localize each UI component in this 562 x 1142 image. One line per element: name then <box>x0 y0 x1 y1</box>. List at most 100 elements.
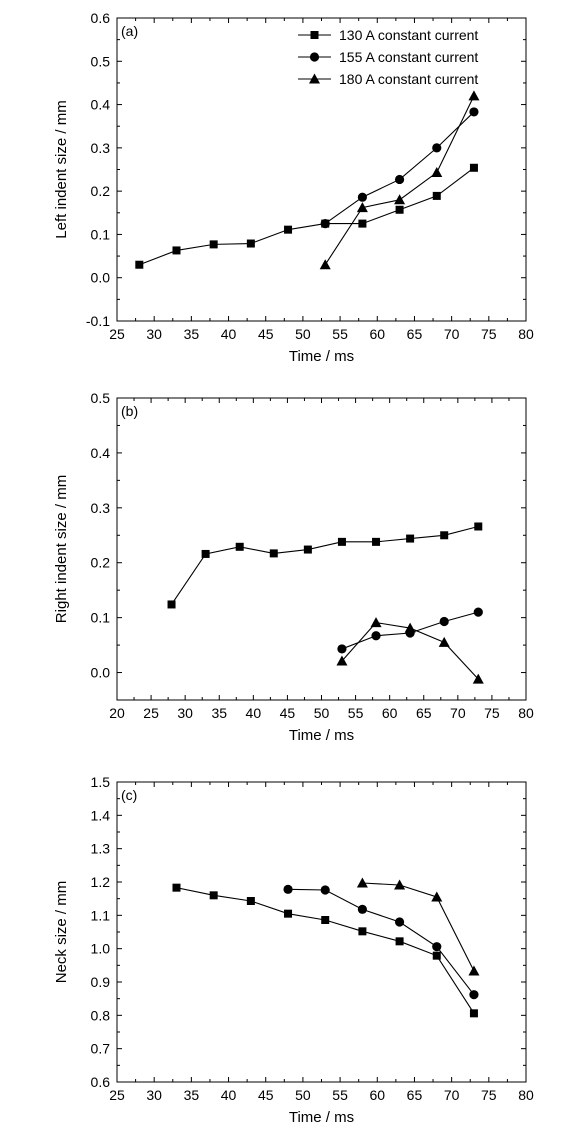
y-tick-label: 0.0 <box>91 665 111 681</box>
chart-panel-3: 25 30 35 40 45 50 55 60 65 70 75 80 0.6 0.7 0.8 0.9 1.0 1… <box>53 774 534 1126</box>
data-point-square <box>469 1009 478 1018</box>
chart-panel-2: 20 25 30 35 40 45 50 55 60 65 70 75 80 0.0 0.1 0.2 0.3 0.… <box>53 390 534 744</box>
x-tick-label: 55 <box>332 326 348 342</box>
x-tick-label: 50 <box>314 705 330 721</box>
y-tick-label: 1.1 <box>91 907 111 923</box>
data-point-circle <box>283 884 293 894</box>
x-tick-label: 55 <box>332 1087 348 1103</box>
data-point-square <box>303 545 312 554</box>
series-line-square <box>176 887 475 1014</box>
x-tick-label: 50 <box>295 326 311 342</box>
x-tick-label: 30 <box>146 326 162 342</box>
data-point-square <box>358 219 367 228</box>
y-tick-label: 0.0 <box>91 270 111 286</box>
data-point-triangle <box>431 167 443 178</box>
legend-label: 130 A constant current <box>339 27 478 43</box>
data-point-circle <box>357 192 367 202</box>
y-tick-label: 1.4 <box>91 807 111 823</box>
y-tick-label: 0.9 <box>91 974 111 990</box>
series-circle <box>283 884 479 1000</box>
data-point-triangle <box>394 194 406 205</box>
data-point-square <box>235 542 244 551</box>
data-point-square <box>337 537 346 546</box>
data-point-triangle <box>319 259 331 270</box>
data-point-triangle <box>472 673 484 684</box>
y-tick-label: 0.6 <box>91 1074 111 1090</box>
data-point-square <box>172 246 181 255</box>
data-point-circle <box>473 607 483 617</box>
data-point-circle <box>394 917 405 927</box>
x-tick-label: 75 <box>481 326 497 342</box>
x-axis-title: Time / ms <box>289 348 354 365</box>
panel-label: (c) <box>121 787 137 803</box>
series-square <box>167 522 483 609</box>
data-point-square <box>395 205 404 214</box>
series-line-circle <box>288 888 475 996</box>
x-tick-label: 25 <box>109 1087 125 1103</box>
y-axis-title: Right indent size / mm <box>53 475 70 623</box>
x-tick-label: 30 <box>177 705 193 721</box>
x-tick-label: 35 <box>211 705 227 721</box>
plot-frame <box>116 397 527 701</box>
x-tick-label: 35 <box>184 1087 200 1103</box>
series-triangle <box>356 877 480 976</box>
data-point-circle <box>439 616 449 627</box>
data-point-triangle <box>336 655 348 666</box>
y-tick-label: 1.5 <box>91 774 111 790</box>
y-tick-label: 0.4 <box>91 445 111 461</box>
data-point-circle <box>371 631 381 641</box>
x-tick-label: 40 <box>246 705 262 721</box>
data-point-square <box>432 191 441 200</box>
x-tick-label: 70 <box>444 1087 460 1103</box>
data-point-circle <box>432 143 442 153</box>
legend-marker-circle <box>309 52 320 62</box>
data-point-circle <box>469 107 479 117</box>
legend-marker-triangle <box>309 73 320 84</box>
data-point-square <box>395 937 404 946</box>
data-point-triangle <box>431 891 443 902</box>
series-circle <box>320 107 479 229</box>
data-point-square <box>372 537 381 546</box>
x-tick-label: 25 <box>109 326 125 342</box>
legend: 130 A constant current 155 A constant cur… <box>298 27 478 87</box>
legend-marker-square <box>310 31 319 39</box>
data-point-square <box>209 240 218 249</box>
x-tick-label: 60 <box>382 705 398 721</box>
y-tick-label: 0.5 <box>91 53 111 69</box>
data-point-square <box>201 549 210 558</box>
data-point-square <box>284 225 293 234</box>
legend-label: 155 A constant current <box>339 49 478 65</box>
data-point-square <box>406 534 415 543</box>
chart-panel-1: 25 30 35 40 45 50 55 60 65 70 75 80 -0.1 0.0 0.1 0.2 0.3… <box>53 10 534 365</box>
panel-label: (a) <box>121 23 138 39</box>
data-point-square <box>209 891 218 900</box>
x-tick-label: 65 <box>407 326 423 342</box>
legend-label: 180 A constant current <box>339 71 478 87</box>
series-line-square <box>139 167 475 266</box>
data-point-square <box>440 531 449 540</box>
x-axis-title: Time / ms <box>289 727 354 744</box>
y-tick-label: 1.3 <box>91 841 111 857</box>
series-triangle <box>336 617 484 684</box>
data-point-circle <box>337 644 347 654</box>
x-tick-label: 70 <box>444 326 460 342</box>
x-tick-label: 75 <box>481 1087 497 1103</box>
x-tick-label: 60 <box>369 326 385 342</box>
y-axis-title: Neck size / mm <box>53 881 70 984</box>
data-point-circle <box>357 904 367 914</box>
x-tick-label: 20 <box>109 705 125 721</box>
data-point-square <box>321 916 330 924</box>
series-square <box>172 883 478 1018</box>
x-tick-label: 60 <box>369 1087 385 1103</box>
data-point-square <box>172 883 181 892</box>
y-tick-label: 1.2 <box>91 874 111 890</box>
x-tick-label: 25 <box>143 705 159 721</box>
data-point-triangle <box>468 965 480 976</box>
y-tick-label: 1.0 <box>91 941 111 957</box>
data-point-circle <box>469 990 479 1000</box>
data-point-square <box>167 600 176 609</box>
data-point-square <box>269 549 278 558</box>
data-point-square <box>358 927 367 936</box>
x-tick-label: 80 <box>518 326 534 342</box>
